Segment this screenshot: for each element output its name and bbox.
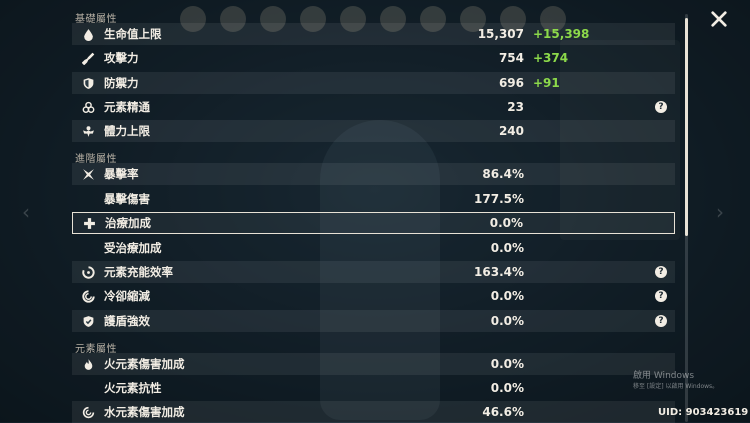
stat-label: 火元素抗性 [104, 381, 162, 395]
stat-label: 護盾強效 [104, 314, 150, 328]
stat-row-healing-bonus[interactable]: 治療加成 0.0% [72, 212, 675, 234]
stat-row-atk[interactable]: 攻擊力 754 +374 [72, 47, 675, 69]
stat-label: 冷卻縮減 [104, 289, 150, 303]
section-title-advanced: 進階屬性 [75, 154, 117, 165]
stat-row-elemental-mastery[interactable]: 元素精通 23 ? [72, 96, 675, 118]
scrollbar-thumb[interactable] [685, 18, 688, 236]
shield-strength-icon [81, 314, 95, 328]
hp-drop-icon [81, 27, 95, 41]
stat-value: 696 [498, 76, 524, 90]
stat-row-crit-rate[interactable]: 暴擊率 86.4% [72, 163, 675, 185]
shield-icon [81, 76, 95, 90]
stat-bonus: +91 [533, 76, 560, 90]
stat-label: 水元素傷害加成 [104, 405, 185, 419]
stat-label: 受治療加成 [104, 241, 162, 255]
cooldown-icon [81, 289, 95, 303]
help-icon[interactable]: ? [655, 266, 667, 278]
stat-row-pyro-res[interactable]: 火元素抗性 0.0% [72, 377, 675, 399]
next-arrow-icon: › [716, 200, 724, 224]
stat-bonus: +374 [533, 51, 569, 65]
crit-rate-icon [81, 167, 95, 181]
help-icon[interactable]: ? [655, 290, 667, 302]
stat-value: 0.0% [490, 289, 524, 303]
stat-row-max-hp[interactable]: 生命值上限 15,307 +15,398 [72, 23, 675, 45]
character-silhouette [320, 120, 440, 420]
stat-row-incoming-healing[interactable]: 受治療加成 0.0% [72, 237, 675, 259]
pyro-icon [81, 357, 95, 371]
stat-value: 177.5% [474, 192, 524, 206]
section-title-base: 基礎屬性 [75, 14, 117, 25]
stat-value: 0.0% [490, 381, 524, 395]
stat-label: 生命值上限 [104, 27, 162, 41]
stat-label: 暴擊傷害 [104, 192, 150, 206]
stat-value: 0.0% [490, 357, 524, 371]
hydro-icon [81, 405, 95, 419]
stat-row-crit-dmg[interactable]: 暴擊傷害 177.5% [72, 188, 675, 210]
watermark-line2: 移至 [設定] 以啟用 Windows。 [633, 383, 719, 390]
sword-icon [81, 51, 95, 65]
stat-label: 治療加成 [105, 216, 151, 230]
stat-bonus: +15,398 [533, 27, 590, 41]
stat-row-hydro-dmg[interactable]: 水元素傷害加成 46.6% [72, 401, 675, 423]
help-icon[interactable]: ? [655, 101, 667, 113]
stat-row-max-stamina[interactable]: 體力上限 240 [72, 120, 675, 142]
stat-label: 火元素傷害加成 [104, 357, 185, 371]
close-icon [711, 11, 727, 27]
close-button[interactable] [708, 8, 730, 30]
stat-value: 0.0% [490, 314, 524, 328]
stat-value: 23 [507, 100, 524, 114]
stat-label: 元素充能效率 [104, 265, 173, 279]
stat-row-def[interactable]: 防禦力 696 +91 [72, 72, 675, 94]
stat-value: 86.4% [482, 167, 524, 181]
stat-row-energy-recharge[interactable]: 元素充能效率 163.4% ? [72, 261, 675, 283]
energy-recharge-icon [81, 265, 95, 279]
stat-row-shield-strength[interactable]: 護盾強效 0.0% ? [72, 310, 675, 332]
stat-value: 15,307 [477, 27, 524, 41]
elemental-mastery-icon [81, 100, 95, 114]
stat-row-pyro-dmg[interactable]: 火元素傷害加成 0.0% [72, 353, 675, 375]
stat-label: 攻擊力 [104, 51, 139, 65]
uid-label: UID: 903423619 [658, 407, 749, 418]
stat-value: 240 [498, 124, 524, 138]
stat-value: 754 [498, 51, 524, 65]
section-title-elemental: 元素屬性 [75, 344, 117, 355]
stamina-icon [81, 124, 95, 138]
stat-value: 163.4% [474, 265, 524, 279]
watermark-line1: 啟用 Windows [633, 371, 695, 381]
stat-label: 暴擊率 [104, 167, 139, 181]
stat-row-cd-reduction[interactable]: 冷卻縮減 0.0% ? [72, 285, 675, 307]
prev-arrow-icon: ‹ [22, 200, 30, 224]
stat-value: 0.0% [489, 216, 523, 230]
stat-value: 0.0% [490, 241, 524, 255]
windows-activation-watermark: 啟用 Windows 移至 [設定] 以啟用 Windows。 [633, 368, 718, 390]
party-portrait-strip [180, 6, 600, 32]
stat-label: 防禦力 [104, 76, 139, 90]
stat-label: 體力上限 [104, 124, 150, 138]
stat-value: 46.6% [482, 405, 524, 419]
healing-cross-icon [82, 216, 96, 230]
stat-label: 元素精通 [104, 100, 150, 114]
help-icon[interactable]: ? [655, 315, 667, 327]
